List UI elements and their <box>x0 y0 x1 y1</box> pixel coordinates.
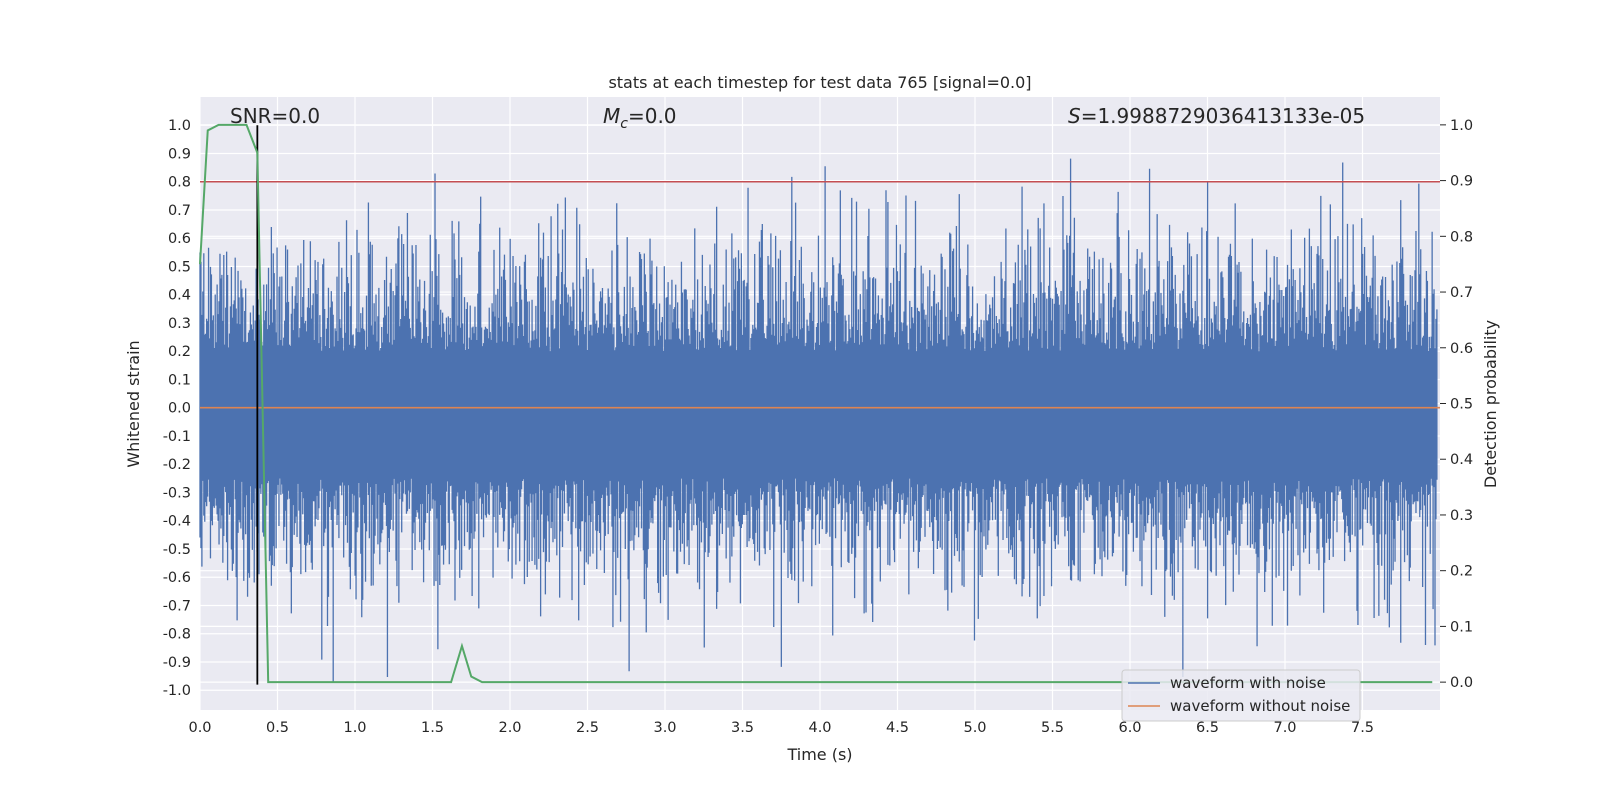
x-tick-label: 6.0 <box>1118 720 1141 736</box>
x-tick-label: 0.5 <box>266 720 289 736</box>
y2-tick-label: 0.2 <box>1450 564 1473 580</box>
y2-tick-label: 0.1 <box>1450 619 1473 635</box>
statistic-value: =1.9988729036413133e-05 <box>1081 104 1365 128</box>
y2-tick-label: 0.0 <box>1450 675 1473 691</box>
legend-label-waveform-without-noise: waveform without noise <box>1170 697 1350 715</box>
x-tick-label: 1.5 <box>421 720 444 736</box>
ticks-layer: 0.0 0.5 1.0 1.5 2.0 2.5 3.0 3.5 4.0 4.5 5.0 5.5 6.0 6… <box>163 118 1473 736</box>
y-tick-label: -0.2 <box>163 457 191 473</box>
x-tick-label: 5.5 <box>1041 720 1064 736</box>
y-tick-label: 0.1 <box>168 372 191 388</box>
y-tick-label: 0.2 <box>168 344 191 360</box>
chirp-mass-annotation: Mc=0.0 <box>603 104 677 132</box>
waveform-with-noise-line <box>199 158 1438 683</box>
y-tick-label: 0.0 <box>168 401 191 417</box>
y2-tick-label: 0.9 <box>1450 174 1473 190</box>
legend-box <box>1121 669 1361 722</box>
y-tick-label: 0.3 <box>168 316 191 332</box>
x-tick-label: 1.0 <box>343 720 366 736</box>
y-tick-label: -0.8 <box>163 627 191 643</box>
x-tick-label: 7.5 <box>1351 720 1374 736</box>
lines-layer <box>199 123 1440 685</box>
chirp-mass-symbol: M <box>603 104 620 128</box>
y-tick-label: -0.5 <box>163 542 191 558</box>
statistic-symbol: S <box>1068 104 1081 128</box>
y-tick-label: 0.7 <box>168 203 191 219</box>
y-tick-label: 0.8 <box>168 175 191 191</box>
y2-tick-label: 0.6 <box>1450 341 1473 357</box>
y2-tick-label: 0.7 <box>1450 285 1473 301</box>
waveform-with-noise-series <box>199 158 1438 683</box>
x-tick-label: 0.0 <box>188 720 211 736</box>
x-tick-label: 6.5 <box>1196 720 1219 736</box>
chart-title: stats at each timestep for test data 765… <box>608 73 1031 92</box>
x-tick-label: 2.5 <box>576 720 599 736</box>
y2-tick-label: 0.4 <box>1450 452 1473 468</box>
chirp-mass-value: =0.0 <box>628 104 677 128</box>
y-tick-label: 0.6 <box>168 231 191 247</box>
chirp-mass-subscript: c <box>620 116 628 132</box>
x-tick-label: 5.0 <box>963 720 986 736</box>
x-tick-label: 3.5 <box>731 720 754 736</box>
y2-axis-label: Detection probability <box>1481 320 1500 488</box>
y-tick-label: -0.4 <box>163 514 191 530</box>
y2-tick-label: 0.3 <box>1450 508 1473 524</box>
y-tick-label: -1.0 <box>163 683 191 699</box>
y-tick-label: -0.6 <box>163 570 191 586</box>
legend: waveform with noise waveform without noi… <box>1121 669 1361 722</box>
y-tick-label: -0.1 <box>163 429 191 445</box>
y-tick-label: 1.0 <box>168 118 191 134</box>
x-axis-label: Time (s) <box>786 745 852 764</box>
x-tick-label: 4.5 <box>886 720 909 736</box>
x-tick-label: 3.0 <box>653 720 676 736</box>
x-tick-label: 4.0 <box>808 720 831 736</box>
y-tick-label: 0.5 <box>168 259 191 275</box>
snr-statistic-annotation: S=1.9988729036413133e-05 <box>1068 104 1365 128</box>
x-tick-label: 2.0 <box>498 720 521 736</box>
y-axis-label: Whitened strain <box>124 340 143 467</box>
x-tick-label: 7.0 <box>1273 720 1296 736</box>
y-tick-label: 0.9 <box>168 146 191 162</box>
legend-label-waveform-with-noise: waveform with noise <box>1170 674 1326 692</box>
y-tick-label: 0.4 <box>168 288 191 304</box>
y2-tick-label: 0.8 <box>1450 229 1473 245</box>
y-tick-label: -0.3 <box>163 485 191 501</box>
snr-annotation: SNR=0.0 <box>230 104 320 128</box>
detection-probability-line <box>199 123 1433 684</box>
y-tick-label: -0.7 <box>163 598 191 614</box>
y-tick-label: -0.9 <box>163 655 191 671</box>
y2-tick-label: 1.0 <box>1450 118 1473 134</box>
y2-tick-label: 0.5 <box>1450 397 1473 413</box>
